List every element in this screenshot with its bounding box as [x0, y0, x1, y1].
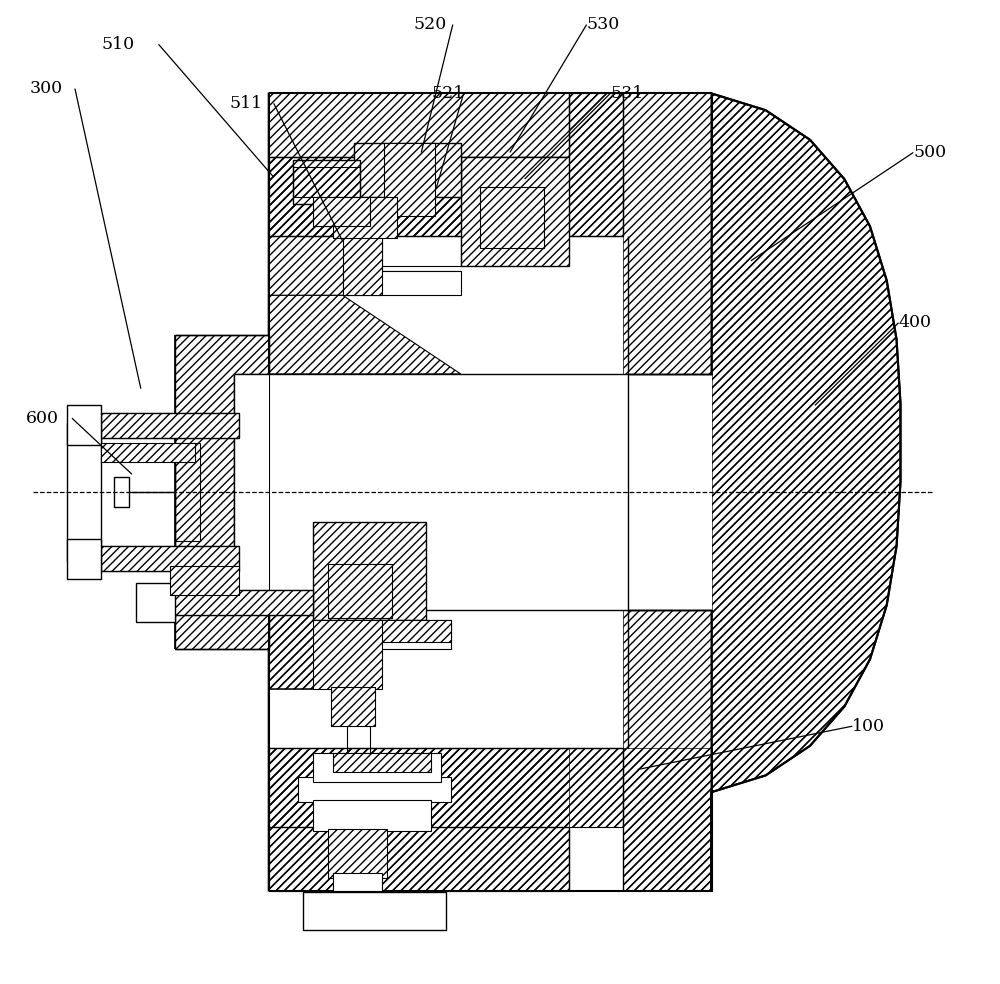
Text: 400: 400 [899, 314, 932, 332]
Text: 100: 100 [852, 717, 885, 735]
Bar [628, 374, 712, 610]
Bar [67, 539, 101, 579]
Bar [331, 687, 375, 726]
Bar [343, 271, 461, 295]
Bar [67, 405, 101, 445]
Text: 511: 511 [229, 94, 263, 112]
Bar [114, 477, 129, 507]
Bar [461, 157, 569, 266]
Bar [328, 564, 392, 618]
Bar [352, 620, 451, 642]
Bar [67, 423, 101, 561]
Text: 531: 531 [610, 85, 643, 102]
Bar [313, 800, 431, 831]
Bar [352, 620, 451, 649]
Bar [313, 620, 382, 689]
Bar [293, 160, 360, 204]
Bar [354, 143, 461, 197]
Text: 521: 521 [431, 85, 464, 102]
Bar [328, 829, 387, 878]
Text: 500: 500 [913, 144, 946, 161]
Bar [333, 873, 382, 891]
Bar [384, 143, 435, 216]
Bar [333, 753, 431, 772]
Bar [234, 374, 269, 610]
Polygon shape [175, 335, 269, 649]
Bar [303, 892, 446, 930]
Bar [313, 753, 441, 782]
Bar [170, 590, 313, 615]
Bar [136, 583, 175, 622]
Bar [269, 93, 712, 891]
Polygon shape [269, 93, 900, 891]
Bar [170, 566, 239, 595]
Bar [313, 197, 370, 226]
Bar [343, 234, 382, 295]
Bar [298, 777, 451, 802]
Bar [101, 546, 239, 571]
Text: 530: 530 [587, 16, 620, 33]
Text: 600: 600 [26, 409, 59, 427]
Text: 300: 300 [30, 80, 63, 97]
Text: 520: 520 [413, 16, 447, 33]
Bar [333, 197, 397, 238]
Bar [461, 157, 569, 236]
Bar [480, 187, 544, 248]
Bar [101, 443, 195, 462]
Bar [313, 522, 426, 620]
Text: 510: 510 [101, 35, 135, 53]
Bar [293, 167, 360, 197]
Bar [101, 413, 239, 438]
